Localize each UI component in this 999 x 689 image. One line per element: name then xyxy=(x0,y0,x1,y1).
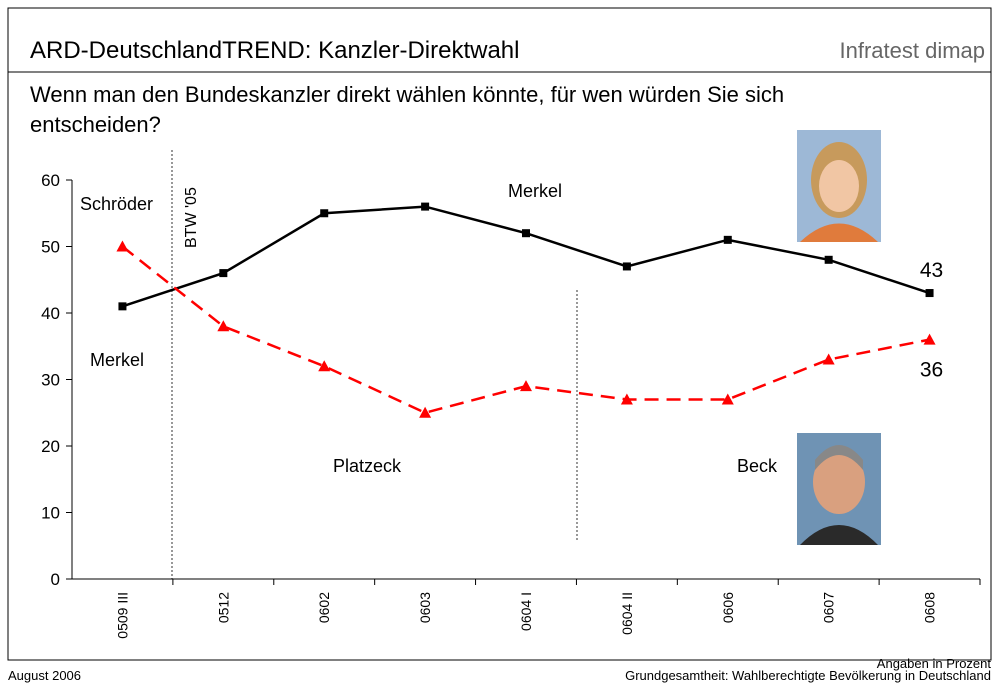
y-tick-label: 10 xyxy=(41,504,60,523)
brand: Infratest dimap xyxy=(839,38,985,63)
y-tick-label: 0 xyxy=(51,570,60,589)
x-tick-label: 0606 xyxy=(720,592,736,623)
photo-face xyxy=(813,450,865,514)
x-tick-label: 0604 I xyxy=(518,592,534,631)
x-tick-label: 0602 xyxy=(316,592,332,623)
x-tick-label: 0607 xyxy=(821,592,837,623)
marker xyxy=(923,333,936,345)
marker xyxy=(622,262,631,271)
photo-body xyxy=(800,525,878,545)
x-tick-label: 0608 xyxy=(922,592,938,623)
marker xyxy=(421,202,430,211)
annotation: Platzeck xyxy=(333,456,402,476)
frame xyxy=(7,7,992,661)
marker xyxy=(824,255,833,264)
marker xyxy=(217,320,230,332)
photo-body xyxy=(800,223,878,242)
photo-merkel xyxy=(797,130,881,242)
y-tick-label: 60 xyxy=(41,171,60,190)
photo-beck xyxy=(797,433,881,545)
x-tick-label: 0512 xyxy=(215,592,231,623)
marker xyxy=(520,380,532,392)
series-label: Merkel xyxy=(508,181,562,201)
y-tick-label: 30 xyxy=(41,371,60,390)
marker xyxy=(116,240,129,252)
annotation: BTW '05 xyxy=(183,187,200,248)
annotation: Schröder xyxy=(80,194,153,214)
annotation: Beck xyxy=(737,456,778,476)
data-label: 36 xyxy=(920,359,943,382)
y-tick-label: 20 xyxy=(41,437,60,456)
footer-left: August 2006 xyxy=(8,668,81,683)
subtitle-box: Wenn man den Bundeskanzler direkt wählen… xyxy=(30,82,785,137)
marker xyxy=(318,360,331,372)
marker xyxy=(219,269,228,278)
annotation: Merkel xyxy=(90,350,144,370)
marker xyxy=(419,406,432,418)
marker xyxy=(320,209,329,218)
x-tick-label: 0509 III xyxy=(114,592,130,639)
marker xyxy=(723,235,732,244)
photo-hair xyxy=(815,445,863,470)
marker xyxy=(620,393,633,405)
x-tick-label: 0604 II xyxy=(619,592,635,635)
marker xyxy=(118,302,127,311)
marker xyxy=(522,229,530,238)
chart-title: ARD-DeutschlandTREND: Kanzler-Direktwahl xyxy=(30,37,519,64)
marker xyxy=(822,353,835,365)
photo-face xyxy=(819,160,859,212)
y-tick-label: 50 xyxy=(41,238,60,257)
footer-right: Grundgesamtheit: Wahlberechtigte Bevölke… xyxy=(625,668,991,683)
subtitle: Wenn man den Bundeskanzler direkt wählen… xyxy=(30,82,785,137)
y-tick-label: 40 xyxy=(41,304,60,323)
marker xyxy=(721,393,734,405)
marker xyxy=(925,289,934,298)
footer-right: Angaben in Prozent xyxy=(877,656,992,671)
x-tick-label: 0603 xyxy=(417,592,433,623)
data-label: 43 xyxy=(920,259,943,282)
